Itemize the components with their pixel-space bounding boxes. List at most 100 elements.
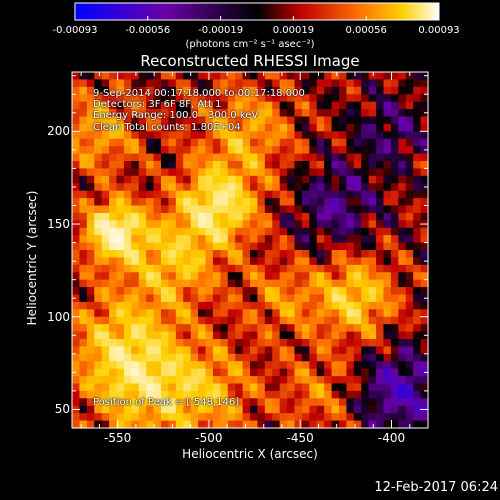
heatmap-cell [79,316,88,325]
heatmap-cell [301,123,310,132]
heatmap-cell [212,346,221,355]
heatmap-cell [205,405,214,414]
heatmap-cell [279,235,288,244]
y-tick-label: 200 [47,124,70,139]
heatmap-cell [294,227,303,236]
heatmap-cell [390,94,399,103]
heatmap-cell [257,212,266,221]
heatmap-cell [109,257,118,266]
heatmap-cell [242,420,251,429]
heatmap-cell [413,420,422,429]
heatmap-cell [346,220,355,229]
heatmap-cell [368,190,377,199]
heatmap-cell [101,79,110,88]
heatmap-cell [287,398,296,407]
heatmap-cell [86,131,95,140]
heatmap-cell [294,212,303,221]
heatmap-cell [309,153,318,162]
heatmap-cell [175,175,184,184]
heatmap-cell [183,390,192,399]
heatmap-cell [212,94,221,103]
heatmap-cell [287,109,296,118]
heatmap-cell [279,361,288,370]
heatmap-cell [146,264,155,273]
heatmap-cell [183,353,192,362]
heatmap-cell [220,376,229,385]
heatmap-cell [339,123,348,132]
heatmap-cell [390,361,399,370]
heatmap-cell [316,368,325,377]
heatmap-cell [257,227,266,236]
heatmap-cell [131,212,140,221]
heatmap-cell [287,146,296,155]
heatmap-cell [390,398,399,407]
heatmap-cell [190,390,199,399]
heatmap-cell [101,279,110,288]
heatmap-cell [405,346,414,355]
heatmap-cell [420,390,429,399]
heatmap-cell [331,390,340,399]
heatmap-cell [242,227,251,236]
heatmap-cell [175,94,184,103]
heatmap-cell [339,94,348,103]
heatmap-cell [309,138,318,147]
heatmap-cell [72,368,81,377]
heatmap-cell [324,390,333,399]
heatmap-cell [212,324,221,333]
heatmap-cell [339,331,348,340]
heatmap-cell [198,309,207,318]
heatmap-cell [72,413,81,422]
heatmap-cell [420,161,429,170]
heatmap-cell [361,287,370,296]
heatmap-cell [376,272,385,281]
heatmap-cell [250,413,259,422]
heatmap-cell [138,86,147,95]
heatmap-cell [361,353,370,362]
heatmap-cell [368,168,377,177]
heatmap-cell [168,398,177,407]
heatmap-cell [153,346,162,355]
heatmap-cell [79,190,88,199]
heatmap-cell [198,79,207,88]
heatmap-cell [383,86,392,95]
heatmap-cell [86,123,95,132]
heatmap-cell [212,131,221,140]
heatmap-cell [346,405,355,414]
heatmap-cell [272,279,281,288]
heatmap-cell [361,138,370,147]
heatmap-cell [301,361,310,370]
heatmap-cell [198,324,207,333]
heatmap-cell [287,175,296,184]
heatmap-cell [212,287,221,296]
heatmap-cell [331,272,340,281]
heatmap-cell [316,316,325,325]
heatmap-cell [309,220,318,229]
heatmap-cell [153,190,162,199]
heatmap-cell [368,324,377,333]
heatmap-cell [250,153,259,162]
heatmap-cell [279,131,288,140]
heatmap-cell [301,94,310,103]
heatmap-cell [161,420,170,429]
heatmap-cell [257,331,266,340]
heatmap-cell [72,390,81,399]
heatmap-cell [183,227,192,236]
heatmap-cell [227,198,236,207]
heatmap-cell [376,153,385,162]
heatmap-cell [331,220,340,229]
heatmap-cell [294,183,303,192]
heatmap-cell [183,205,192,214]
heatmap-cell [183,175,192,184]
heatmap-cell [131,101,140,110]
heatmap-cell [94,413,103,422]
heatmap-cell [287,250,296,259]
heatmap-cell [376,205,385,214]
heatmap-cell [398,346,407,355]
heatmap-cell [272,116,281,125]
heatmap-cell [413,331,422,340]
heatmap-cell [138,109,147,118]
heatmap-cell [101,398,110,407]
heatmap-cell [390,116,399,125]
heatmap-cell [168,413,177,422]
heatmap-cell [175,339,184,348]
